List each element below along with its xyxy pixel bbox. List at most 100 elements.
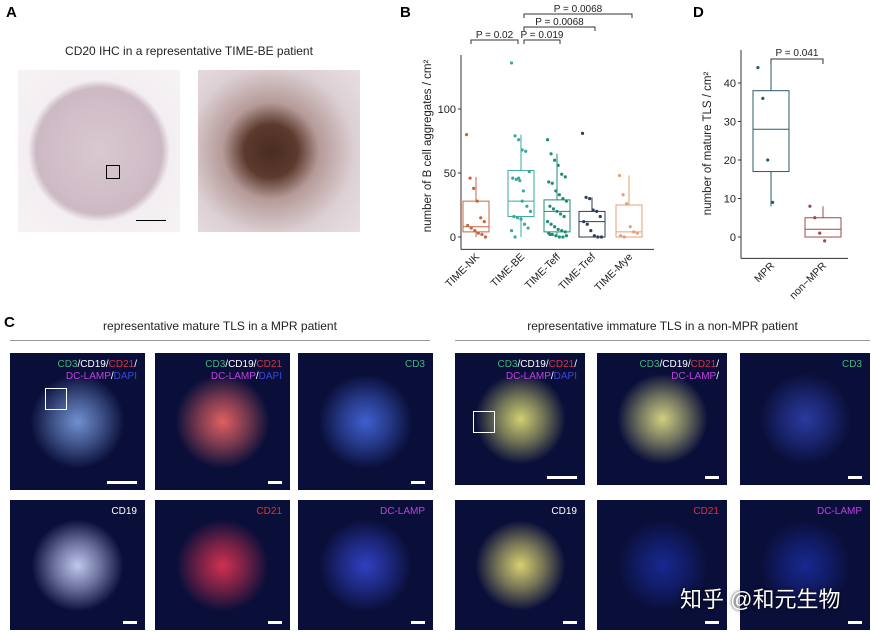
channel-label: CD21 <box>108 359 135 370</box>
tissue-signal <box>318 519 413 611</box>
x-tick-label: TIME-NK <box>443 251 482 290</box>
fluorescence-image: DC-LAMP <box>298 500 433 630</box>
channel-legend: CD3/CD19/CD21 DC-LAMP/DAPI <box>205 359 282 383</box>
significance-bracket <box>523 26 596 31</box>
x-tick-label: TIME-Tref <box>557 251 599 293</box>
data-point <box>619 234 623 238</box>
channel-legend: DC-LAMP <box>817 506 862 518</box>
data-point <box>520 148 524 152</box>
channel-label: CD19 <box>662 359 688 370</box>
tissue-signal <box>759 372 851 466</box>
data-point <box>813 216 817 220</box>
data-point <box>524 149 528 153</box>
data-point <box>545 138 550 142</box>
scale-bar <box>136 220 166 221</box>
channel-line: CD19 <box>111 506 137 518</box>
channel-label: / <box>105 359 109 370</box>
tissue-signal <box>175 373 270 470</box>
channel-legend: CD21 <box>256 506 282 518</box>
x-tick-label: non−MPR <box>787 260 829 300</box>
box <box>462 200 490 233</box>
channel-label: / <box>550 371 554 382</box>
data-point <box>464 133 469 137</box>
x-tick-label: TIME-Mye <box>592 251 635 294</box>
data-point <box>549 152 553 156</box>
y-axis-label: number of B cell aggregates / cm² <box>422 60 434 233</box>
channel-label: / <box>716 359 719 370</box>
data-point <box>548 232 552 237</box>
p-value-label: P = 0.019 <box>521 30 564 41</box>
data-point <box>625 202 629 206</box>
data-point <box>513 235 517 239</box>
channel-label: CD3 <box>497 359 518 370</box>
data-point <box>521 189 525 193</box>
fluorescence-image: CD21 <box>597 500 727 630</box>
data-point <box>563 230 567 234</box>
data-point <box>563 175 567 179</box>
divider <box>10 340 430 341</box>
channel-label: CD21 <box>690 359 717 370</box>
fluorescence-image: DC-LAMP <box>740 500 870 630</box>
data-point <box>548 204 552 208</box>
data-point <box>556 227 560 231</box>
data-point <box>514 177 518 181</box>
significance-bracket <box>470 39 519 44</box>
data-point <box>526 226 530 230</box>
panel-label-c: C <box>4 314 15 331</box>
data-point <box>818 231 822 235</box>
fluorescence-image: CD3 <box>740 353 870 485</box>
scale-bar <box>705 621 719 624</box>
channel-label: CD21 <box>256 359 282 370</box>
channel-label: DC-LAMP <box>379 506 425 517</box>
scale-bar <box>411 621 425 624</box>
data-point <box>564 199 569 203</box>
data-point <box>473 229 477 233</box>
channel-label: CD3 <box>404 359 425 370</box>
channel-line: DC-LAMP/DAPI <box>205 371 282 383</box>
panel-label-d: D <box>693 4 704 21</box>
data-point <box>823 239 827 243</box>
scale-bar <box>123 621 137 624</box>
data-point <box>519 217 523 221</box>
channel-line: CD21 <box>256 506 282 518</box>
data-point <box>558 212 563 216</box>
channel-label: DC-LAMP <box>65 371 111 382</box>
chart-b: 0 50 100 number of B cell aggregates / cm² T… <box>422 4 654 294</box>
channel-line: CD3/CD19/CD21/ <box>639 359 719 371</box>
data-point <box>518 179 522 183</box>
zoom-box <box>473 411 495 433</box>
channel-label: CD3 <box>57 359 78 370</box>
box <box>543 199 571 233</box>
channel-legend: CD19 <box>551 506 577 518</box>
data-point <box>621 193 625 197</box>
y-tick-label: 20 <box>724 155 736 167</box>
panel-c-right-title: representative immature TLS in a non-MPR… <box>527 319 798 333</box>
channel-line: CD19 <box>551 506 577 518</box>
scale-bar <box>547 476 577 479</box>
panel-c-left-title: representative mature TLS in a MPR patie… <box>103 319 337 333</box>
data-point <box>483 235 488 239</box>
data-point <box>469 226 473 230</box>
data-point <box>527 170 531 174</box>
data-point <box>549 222 553 226</box>
data-point <box>511 176 515 180</box>
channel-label: DAPI <box>113 371 137 382</box>
data-point <box>545 220 550 224</box>
p-value-label: P = 0.0068 <box>554 4 603 15</box>
fluorescence-image: CD3 <box>298 353 433 490</box>
channel-label: / <box>545 359 549 370</box>
y-tick-label: 40 <box>724 78 736 90</box>
channel-label: CD19 <box>551 506 577 517</box>
channel-legend: CD21 <box>693 506 719 518</box>
data-point <box>553 158 557 162</box>
chart-d: 0 10 20 30 40 number of mature TLS / cm² MPR no… <box>702 48 848 300</box>
data-point <box>585 222 589 226</box>
scale-bar <box>107 481 137 484</box>
channel-legend: CD3 <box>842 359 862 371</box>
channel-legend: CD3/CD19/CD21/DC-LAMP/DAPI <box>57 359 137 383</box>
channel-legend: CD3 <box>405 359 425 371</box>
channel-label: / <box>253 359 257 370</box>
data-point <box>551 207 556 211</box>
data-point <box>588 197 592 201</box>
y-tick-label: 100 <box>438 104 456 116</box>
